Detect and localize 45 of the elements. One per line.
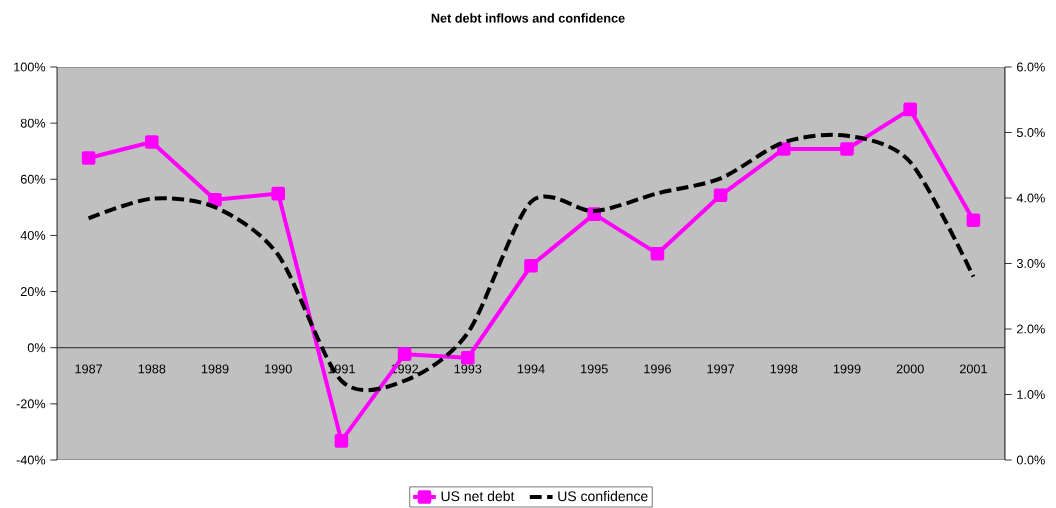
x-tick-label: 1999 — [833, 364, 861, 374]
point — [524, 258, 538, 273]
y-tick-label: 60% — [20, 174, 46, 184]
x-tick-label: 1990 — [265, 364, 292, 374]
point — [650, 246, 665, 261]
x-tick-label: 2000 — [896, 364, 924, 374]
y-tick-label: -20% — [16, 399, 46, 409]
y-tick-label: -40% — [16, 455, 46, 465]
x-tick-label: 1988 — [138, 364, 166, 374]
x-tick-label: 1998 — [770, 364, 798, 374]
x-tick-label: 2001 — [959, 364, 987, 374]
y2-tick-label: 4.0% — [1016, 193, 1045, 203]
y2-tick-label: 2.0% — [1017, 324, 1045, 334]
x-tick-label: 1996 — [644, 364, 671, 374]
y-tick-label: 80% — [20, 118, 46, 128]
chart-title: Net debt inflows and confidence — [431, 13, 625, 23]
x-tick-label: 1995 — [581, 364, 608, 374]
legend-label: US net debt — [441, 490, 515, 502]
point — [397, 347, 412, 361]
legend-label: US confidence — [558, 490, 648, 502]
y-tick-label: 40% — [20, 230, 46, 240]
point — [81, 151, 96, 165]
y2-tick-label: 1.0% — [1017, 390, 1045, 399]
point — [903, 102, 917, 117]
y2-tick-label: 5.0% — [1016, 128, 1045, 137]
point — [461, 351, 475, 365]
x-tick-label: 1987 — [75, 364, 103, 374]
y2-tick-label: 3.0% — [1016, 259, 1045, 268]
x-tick-label: 1993 — [454, 364, 482, 374]
point — [145, 135, 159, 149]
x-tick-label: 1994 — [517, 364, 545, 374]
y2-tick-label: 0.0% — [1016, 455, 1045, 465]
point — [777, 142, 791, 156]
point — [271, 186, 285, 201]
point — [840, 142, 854, 156]
y-tick-label: 20% — [20, 287, 46, 297]
point — [208, 192, 222, 207]
point — [713, 188, 728, 203]
y-tick-label: 0% — [27, 343, 46, 353]
y-tick-label: 100% — [14, 62, 46, 72]
y2-tick-label: 6.0% — [1017, 62, 1045, 72]
point — [334, 434, 349, 448]
x-tick-label: 1989 — [201, 364, 229, 374]
point — [966, 213, 981, 228]
x-tick-label: 1997 — [707, 364, 735, 374]
